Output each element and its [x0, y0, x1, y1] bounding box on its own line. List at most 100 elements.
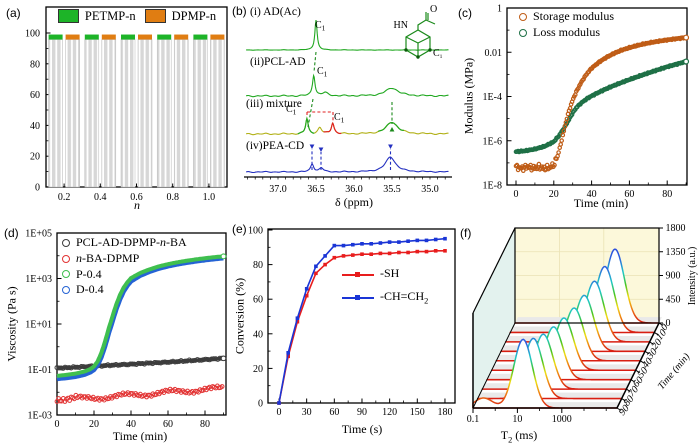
svg-text:1E+03: 1E+03: [25, 274, 52, 285]
legend-item-d04: D-0.4: [62, 282, 187, 297]
panel-e-ylabel: Conversion (%): [232, 277, 247, 355]
panel-c-xlabel: Time (min): [573, 196, 629, 210]
svg-text:O: O: [430, 4, 437, 15]
svg-text:180: 180: [437, 407, 452, 418]
sh-line-marker: [342, 272, 374, 278]
panel-f-xlabel: T2 (ms): [500, 428, 538, 444]
storage-modulus-series: [513, 34, 690, 174]
ch-series: [277, 236, 447, 405]
trace-label-ii: (ii)PCL-AD: [250, 56, 306, 68]
bar-DPMP-n-0.2: [65, 39, 80, 188]
panel-a-legend: PETMP-n DPMP-n: [48, 9, 226, 24]
nmr-trace-AD(Ac): [246, 20, 449, 51]
nba-marker: [62, 254, 70, 263]
left-wall: [473, 228, 515, 408]
p-04-series: [56, 254, 224, 378]
nmr-trace-PEA-CD: [246, 156, 449, 174]
svg-text:HN: HN: [394, 20, 408, 31]
svg-text:60: 60: [163, 419, 173, 430]
panel-d-ylabel: Viscosity (Pa s): [4, 286, 19, 362]
svg-text:1800: 1800: [666, 223, 686, 234]
bar-PETMP-n-0.6: [120, 39, 136, 188]
adamantane-structure: HN O C1: [394, 4, 443, 60]
panel-e-xlabel: Time (s): [341, 422, 383, 436]
svg-text:40: 40: [126, 419, 136, 430]
svg-text:450: 450: [666, 294, 681, 305]
svg-text:1E-01: 1E-01: [28, 365, 52, 376]
svg-text:20: 20: [30, 152, 40, 163]
panel-e-label: (e): [232, 222, 247, 236]
bar-DPMP-n-1.0: [210, 39, 225, 188]
legend-item-petmp: PETMP-n: [57, 9, 136, 24]
sh-series: [277, 249, 447, 405]
panel-a-xlabel: n: [134, 198, 140, 212]
svg-text:1.0: 1.0: [203, 192, 216, 203]
legend-item-storage: Storage modulus: [519, 9, 614, 24]
panel-b-label: (b): [232, 4, 247, 18]
n-ba-dpmp-series: [54, 383, 225, 404]
intensity-axis-label: Intensity (a.u.): [687, 247, 698, 306]
svg-text:20: 20: [253, 364, 263, 375]
svg-text:900: 900: [666, 271, 681, 282]
svg-text:10: 10: [512, 414, 522, 425]
svg-text:37.0: 37.0: [269, 184, 287, 195]
svg-text:0: 0: [277, 407, 282, 418]
svg-text:60: 60: [253, 295, 263, 306]
conversion-plot: 0 20 40 60 80 100 0 30 60 90 120 150 180: [248, 226, 456, 418]
svg-text:100: 100: [248, 226, 263, 237]
pcl-marker: [62, 238, 70, 247]
svg-text:C1: C1: [433, 48, 443, 60]
panel-a-label: (a): [6, 6, 21, 20]
panel-f-label: (f): [460, 226, 472, 240]
svg-text:40: 40: [30, 121, 40, 132]
storage-label: Storage modulus: [533, 9, 614, 23]
panel-b: (b) 37.0 36.5 36.0 35.5 35.0 C1 C1 C1 C1 HN O C1 (i…: [230, 0, 458, 214]
loss-label: Loss modulus: [533, 24, 601, 39]
trace-label-iii: (iii) mixture: [246, 98, 302, 110]
svg-text:30: 30: [644, 347, 659, 362]
c1-peak-label: C1: [286, 104, 297, 117]
panel-d-label: (d): [4, 226, 19, 240]
legend-item-pcl: PCL-AD-DPMP-n-BA: [62, 235, 187, 250]
storage-marker: [519, 12, 527, 21]
svg-text:0: 0: [35, 183, 40, 194]
ch-line-marker: [342, 295, 374, 301]
svg-text:30: 30: [302, 407, 312, 418]
c1-peak-label: C1: [315, 20, 326, 33]
legend-item-ch: -CH=CH2: [342, 289, 428, 306]
svg-text:60: 60: [624, 189, 634, 200]
svg-text:35.5: 35.5: [383, 184, 401, 195]
svg-text:0: 0: [514, 189, 519, 200]
legend-item-sh: -SH: [342, 266, 428, 283]
svg-text:0: 0: [55, 419, 60, 430]
svg-text:0.2: 0.2: [58, 192, 71, 203]
svg-text:36.0: 36.0: [345, 184, 363, 195]
panel-d-xlabel: Time (min): [112, 429, 168, 443]
svg-text:0.8: 0.8: [166, 192, 179, 203]
pcl-ad-dpmp-series: [54, 355, 227, 371]
c1-peak-label: C1: [334, 112, 345, 125]
panel-e: (e) 0 20 40 60 80 100 0 30 60 90 120 150 180 -SH -CH…: [230, 210, 456, 444]
svg-text:20: 20: [549, 189, 559, 200]
legend-item-loss: Loss modulus: [519, 24, 614, 40]
svg-text:1E-4: 1E-4: [483, 92, 502, 103]
svg-text:36.5: 36.5: [307, 184, 325, 195]
svg-text:100: 100: [25, 29, 40, 40]
legend-item-nba: n-BA-DPMP: [62, 251, 187, 266]
nmr-spectra: 37.0 36.5 36.0 35.5 35.0 C1 C1 C1 C1 HN O C1: [244, 4, 452, 195]
bar-DPMP-n-0.4: [101, 39, 117, 188]
time-axis-label: Time (min): [656, 351, 693, 392]
panel-c-label: (c): [458, 6, 472, 20]
nmr-trace-mixture: [246, 116, 449, 136]
svg-text:0.1: 0.1: [467, 414, 480, 425]
legend-item-dpmp: DPMP-n: [144, 9, 217, 24]
nmr-trace-PCL-AD: [246, 73, 449, 98]
svg-text:80: 80: [662, 189, 672, 200]
svg-text:1E-6: 1E-6: [483, 136, 502, 147]
svg-text:1E-03: 1E-03: [28, 411, 52, 422]
c1-peak-label: C1: [317, 66, 328, 79]
svg-text:120: 120: [382, 407, 397, 418]
dpmp-label: DPMP-n: [171, 9, 217, 23]
svg-text:1E+01: 1E+01: [25, 320, 52, 331]
